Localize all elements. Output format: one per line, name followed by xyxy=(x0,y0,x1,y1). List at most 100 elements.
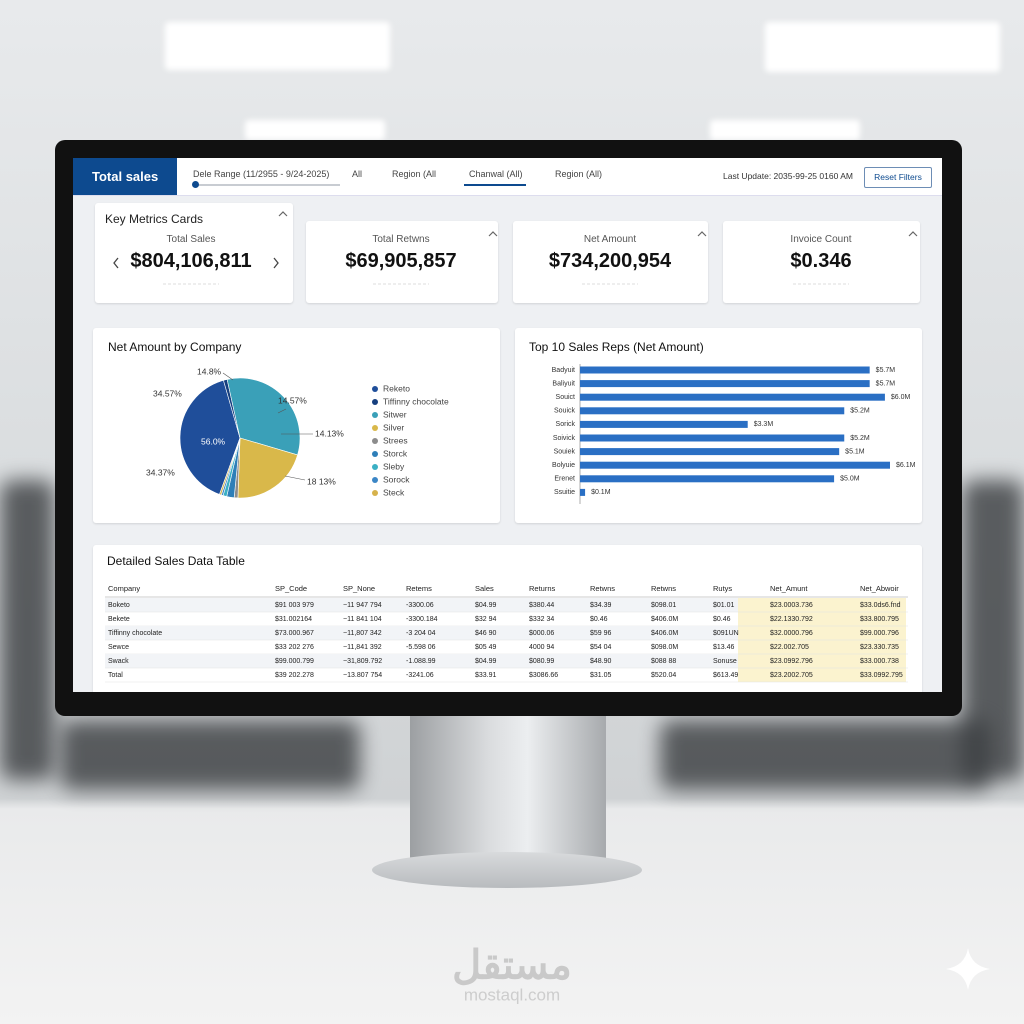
slice-label: 56.0% xyxy=(201,436,226,446)
slice-label: 14.57% xyxy=(278,395,307,405)
table-cell: $332 34 xyxy=(529,616,554,623)
table-cell: -3300.184 xyxy=(406,616,438,623)
table-cell: $33.91 xyxy=(475,672,497,679)
table-cell: $23.0992.796 xyxy=(770,658,813,665)
reset-button[interactable]: Reset Filters xyxy=(864,167,932,188)
value-label: $5.7M xyxy=(876,367,896,374)
legend-label: Storck xyxy=(383,448,408,458)
legend-label: Tiffinny chocolate xyxy=(383,396,449,406)
card-label: Total Retwns xyxy=(372,234,430,245)
table-cell: $01.01 xyxy=(713,602,735,609)
table-cell: $73.000.967 xyxy=(275,630,314,637)
charts: Net Amount by Company Reketo Tiffinny choc… xyxy=(105,211,918,683)
legend-swatch xyxy=(372,451,378,457)
table-cell: $33.000.738 xyxy=(860,658,899,665)
value-label: $5.2M xyxy=(850,408,870,415)
table-cell: −11,841 392 xyxy=(343,644,382,651)
value-label: $6.1M xyxy=(896,462,916,469)
collapse-caret xyxy=(908,231,918,237)
pie-slice xyxy=(219,437,241,496)
watermark-layer: مستقل mostaql.com xyxy=(452,944,990,1004)
row-stripe xyxy=(105,626,738,640)
legend-label: Sitwer xyxy=(383,409,407,419)
table-cell: $000.06 xyxy=(529,630,554,637)
chair xyxy=(0,480,55,780)
value-label: $5.0M xyxy=(840,476,860,483)
table-cell: $22.002.705 xyxy=(770,644,809,651)
table-cell: $31.002164 xyxy=(275,616,312,623)
table-cell: $33.800.795 xyxy=(860,616,899,623)
filter[interactable]: Region (All xyxy=(392,169,437,179)
column-header: Retwns xyxy=(651,584,676,593)
legend-label: Reketo xyxy=(383,383,410,393)
bar xyxy=(580,475,835,483)
ceiling-light xyxy=(765,22,1000,72)
leader-line xyxy=(277,408,287,414)
next-arrow[interactable] xyxy=(273,257,279,269)
leader-line xyxy=(284,475,306,481)
column-header: Retwns xyxy=(590,584,615,593)
bar xyxy=(580,448,840,456)
table-cell: $098.01 xyxy=(651,602,676,609)
table-cell: −11,807 342 xyxy=(343,630,382,637)
slider-track xyxy=(195,184,340,186)
value-label: $5.1M xyxy=(845,448,865,455)
pie-slice xyxy=(179,379,241,495)
table-cell: $380.44 xyxy=(529,602,554,609)
table-cell: $33.0992.795 xyxy=(860,672,903,679)
table-cell: Total xyxy=(108,672,123,679)
y-tick-label: Souiek xyxy=(554,448,576,455)
last-update: Last Update: 2035-99-25 0160 AM xyxy=(723,171,853,181)
filter[interactable]: All xyxy=(352,169,363,179)
table-cell: $22.1330.792 xyxy=(770,616,813,623)
row-stripe xyxy=(105,654,738,668)
card-label: Invoice Count xyxy=(790,234,852,245)
y-tick-label: Bolyuie xyxy=(552,462,575,469)
table-cell: $33 202 276 xyxy=(275,644,314,651)
table-cell: $32 94 xyxy=(475,616,497,623)
column-header: Retems xyxy=(406,584,432,593)
table-cell: $613.49 xyxy=(713,672,738,679)
pie-slice xyxy=(237,437,298,499)
collapse-caret xyxy=(697,231,707,237)
prev-arrow[interactable] xyxy=(113,257,119,269)
card-label: Net Amount xyxy=(583,234,637,245)
filter[interactable]: Chanwal (All) xyxy=(469,169,523,179)
legend-swatch xyxy=(372,425,378,431)
metric-card xyxy=(306,221,498,303)
slider-handle[interactable] xyxy=(192,181,199,188)
table-cell: $32.0000.796 xyxy=(770,630,813,637)
table-cell: $46 90 xyxy=(475,630,497,637)
filter[interactable]: Region (All) xyxy=(555,169,603,179)
legend-swatch xyxy=(372,412,378,418)
y-tick-label: Badyuit xyxy=(552,367,575,374)
legend-swatch xyxy=(372,438,378,444)
column-header: Net_Abwoir xyxy=(860,584,899,593)
metric-card xyxy=(723,221,920,303)
filter[interactable]: Dele Range (11/2955 - 9/24-2025) xyxy=(193,169,330,179)
value-label: $6.0M xyxy=(891,394,911,401)
bar xyxy=(580,380,870,388)
bar xyxy=(580,461,890,469)
title-box xyxy=(73,158,177,195)
table-cell: $59 96 xyxy=(590,630,612,637)
bar xyxy=(580,488,586,496)
legend-swatch xyxy=(372,386,378,392)
table-cell: Sewce xyxy=(108,644,129,651)
ceiling-light xyxy=(165,22,390,70)
table-cell: -5.598 06 xyxy=(406,644,436,651)
bar xyxy=(580,393,885,401)
table-cell: Tiffinny chocolate xyxy=(108,630,162,637)
legend-swatch xyxy=(372,464,378,470)
card-label: Total Sales xyxy=(166,234,216,245)
ceiling-light xyxy=(710,120,860,140)
table-cell: $23.2002.705 xyxy=(770,672,813,679)
legend-label: Sleby xyxy=(383,461,405,471)
table-cell: -3241.06 xyxy=(406,672,434,679)
monitor-stand xyxy=(410,714,606,864)
metric-card xyxy=(513,221,708,303)
ceiling-light xyxy=(245,120,385,140)
table-cell: $091UN xyxy=(713,630,739,637)
table-cell: -1.088.99 xyxy=(406,658,436,665)
